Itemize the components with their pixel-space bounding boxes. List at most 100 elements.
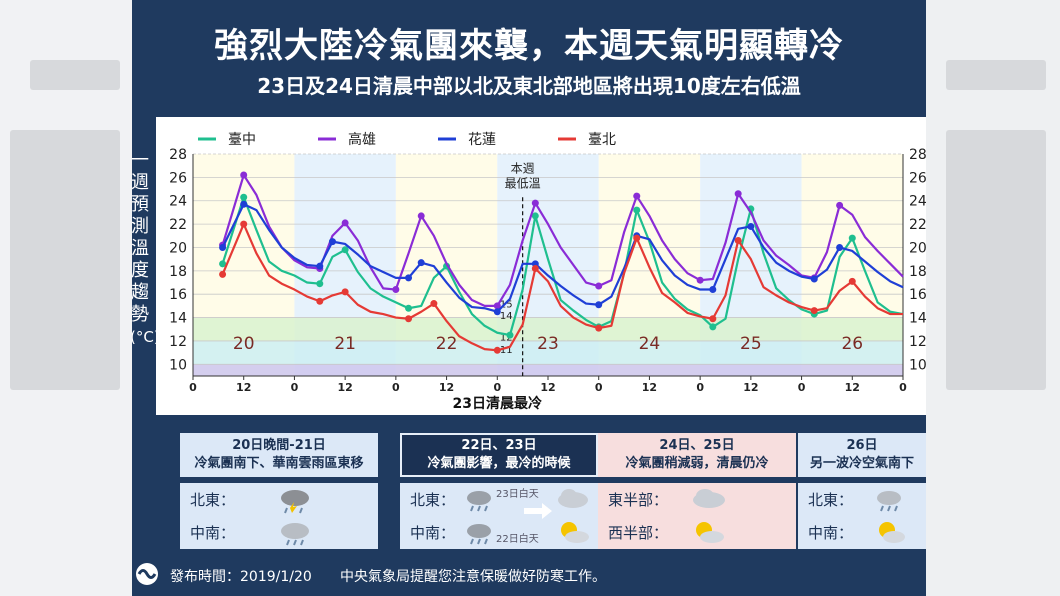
legend-label: 花蓮 [468, 132, 496, 148]
y-axis-title-char: 週 [132, 172, 149, 193]
card-body: 北東： 23日白天 中南： 22日白天 [400, 483, 598, 549]
series-point [810, 275, 818, 283]
y-tick-label-right: 20 [909, 240, 926, 256]
series-point [316, 297, 324, 305]
y-tick-label: 16 [169, 287, 187, 303]
x-tick-label: 0 [493, 381, 501, 394]
forecast-card-2: 22日、23日 冷氣團影響，最冷的時候 北東： 23日白天 中南： 22日白天 [400, 433, 598, 549]
x-tick-label: 12 [743, 381, 758, 394]
series-point [328, 238, 336, 246]
series-point [493, 308, 501, 316]
series-point [633, 206, 641, 214]
rain-cloud-icon [281, 523, 309, 546]
legend-label: 高雄 [348, 131, 376, 148]
series-point [405, 304, 413, 312]
blurred-shape [10, 130, 120, 390]
x-tick-label: 0 [696, 381, 704, 394]
min-value-label: 11 [500, 345, 513, 356]
series-point [747, 222, 755, 230]
forecast-card-3: 24日、25日 冷氣團稍減弱，清晨仍冷 東半部： 西半部： [598, 433, 796, 549]
cloud-icon [693, 489, 725, 508]
card-row: 中南： [180, 516, 378, 549]
y-tick-label-right: 28 [909, 147, 926, 163]
card-body: 北東： 中南： [798, 483, 926, 549]
series-point [709, 323, 717, 331]
y-axis-title-char: (°C) [132, 328, 160, 346]
rain-cloud-icon [877, 491, 901, 512]
sun-cloud-icon [879, 522, 905, 543]
day-label: 20 [233, 334, 255, 354]
y-tick-label-right: 22 [909, 217, 926, 233]
region-label: 中南： [410, 524, 456, 542]
series-point [734, 190, 742, 198]
sun-cloud-icon [696, 522, 724, 543]
x-tick-label: 12 [337, 381, 352, 394]
card-desc: 另一波冷空氣南下 [809, 456, 914, 471]
series-point [696, 276, 704, 284]
y-tick-label: 22 [169, 217, 187, 233]
y-axis-title-char: 預 [132, 194, 149, 215]
x-tick-label: 12 [439, 381, 454, 394]
min-value-label: 15 [500, 300, 513, 311]
series-point [240, 193, 248, 201]
series-point [493, 346, 501, 354]
footer-notice: 中央氣象局提醒您注意保暖做好防寒工作。 [340, 569, 606, 585]
series-point [430, 300, 438, 308]
series-point [709, 286, 717, 294]
blurred-shape [30, 60, 120, 90]
card-date: 26日 [846, 438, 878, 453]
card-body: 東半部： 西半部： [598, 483, 796, 549]
card-desc: 冷氣團稍減弱，清晨仍冷 [625, 456, 769, 471]
day-label: 26 [841, 334, 863, 354]
right-background [926, 0, 1060, 596]
blurred-shape [946, 130, 1046, 390]
series-point [810, 307, 818, 315]
band-9-10 [193, 364, 903, 376]
cwb-logo-icon [136, 563, 158, 585]
y-tick-label-right: 14 [909, 311, 926, 327]
legend-label: 臺北 [588, 132, 616, 148]
period-note: 22日白天 [496, 534, 539, 545]
card-row: 西半部： [598, 516, 796, 549]
region-label: 中南： [808, 524, 854, 542]
x-tick-label: 12 [236, 381, 251, 394]
arrow-right-icon [524, 503, 552, 519]
y-tick-label: 18 [169, 264, 187, 280]
series-point [417, 212, 425, 220]
region-label: 北東： [410, 491, 456, 509]
series-point [633, 234, 641, 242]
card-desc: 冷氣團南下、華南雲雨區東移 [194, 456, 364, 471]
y-axis-title-char: 測 [132, 216, 149, 237]
card-header: 26日 另一波冷空氣南下 [798, 433, 926, 477]
series-point [836, 201, 844, 209]
y-axis-title-char: 一 [132, 150, 149, 171]
x-tick-label: 0 [189, 381, 197, 394]
day-label: 24 [639, 334, 661, 354]
y-tick-label-right: 16 [909, 287, 926, 303]
series-point [531, 212, 539, 220]
region-label: 北東： [808, 491, 854, 509]
blurred-shape [946, 60, 1046, 90]
y-axis-title: 一 週 預 測 溫 度 趨 勢 (°C) [132, 150, 160, 348]
card-header: 24日、25日 冷氣團稍減弱，清晨仍冷 [598, 433, 796, 477]
y-axis-title-char: 趨 [132, 282, 149, 303]
series-point [240, 220, 248, 228]
chart-container: 10 10 12 12 14 14 16 16 18 18 20 20 22 22 24 24 26 26 28 28… [156, 117, 926, 415]
series-point [633, 192, 641, 200]
region-label: 東半部： [608, 491, 669, 509]
y-tick-label: 20 [169, 240, 187, 256]
series-point [848, 234, 856, 242]
x-axis-label: 23日清晨最冷 [453, 395, 542, 412]
series-point [240, 200, 248, 208]
series-point [219, 270, 227, 278]
rain-cloud-icon [467, 491, 491, 512]
x-tick-label: 0 [899, 381, 907, 394]
annotation-text: 最低溫 [505, 177, 541, 191]
day-label: 23 [537, 334, 559, 354]
legend-label: 臺中 [228, 132, 256, 148]
y-tick-label: 10 [169, 357, 187, 373]
series-point [405, 315, 413, 323]
annotation-text: 本週 [511, 162, 535, 176]
y-tick-label: 28 [169, 147, 187, 163]
y-tick-label-right: 26 [909, 170, 926, 186]
